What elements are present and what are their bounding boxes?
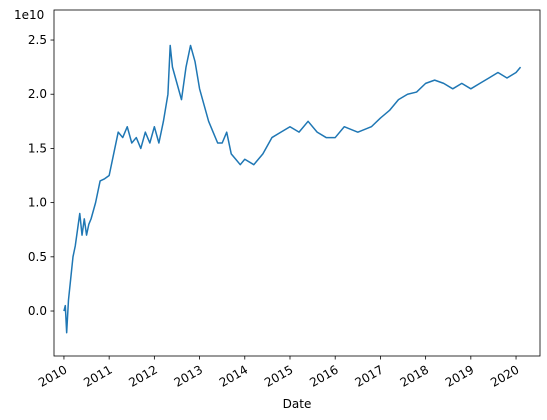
x-tick-label: 2014 xyxy=(217,362,250,389)
y-offset-label: 1e10 xyxy=(14,8,44,22)
x-tick-label: 2011 xyxy=(81,362,114,389)
x-tick-label: 2012 xyxy=(126,362,159,389)
x-tick-label: 2013 xyxy=(172,362,205,389)
x-tick-label: 2016 xyxy=(307,362,340,389)
x-tick-label: 2018 xyxy=(398,362,431,389)
x-tick-label: 2020 xyxy=(488,362,521,389)
y-tick-label: 1.5 xyxy=(28,141,47,155)
x-tick-label: 2010 xyxy=(36,362,69,389)
y-tick-label: 1.0 xyxy=(28,196,47,210)
x-axis-label: Date xyxy=(283,397,312,411)
y-tick-label: 0.5 xyxy=(28,250,47,264)
x-tick-label: 2015 xyxy=(262,362,295,389)
plot-frame xyxy=(53,9,541,357)
y-tick-label: 2.0 xyxy=(28,87,47,101)
y-tick-label: 2.5 xyxy=(28,33,47,47)
y-tick-label: 0.0 xyxy=(28,304,47,318)
data-line xyxy=(63,44,522,334)
x-tick-label: 2017 xyxy=(352,362,385,389)
x-tick-label: 2019 xyxy=(443,362,476,389)
